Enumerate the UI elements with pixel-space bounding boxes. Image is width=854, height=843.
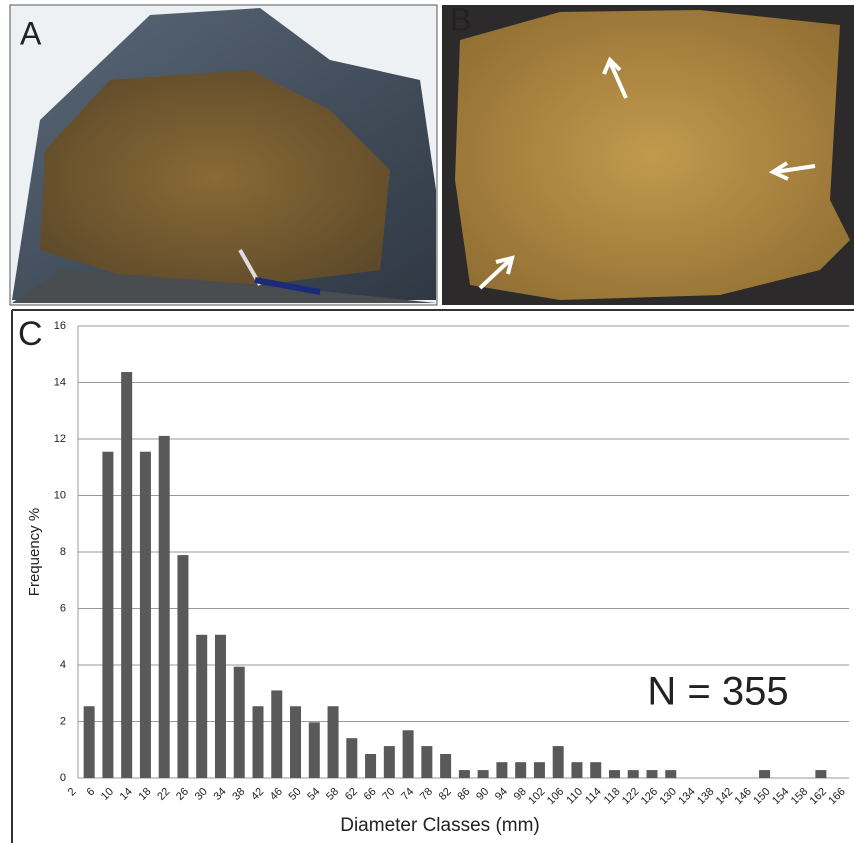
x-tick-label: 10: [99, 786, 116, 803]
x-tick-label: 66: [362, 786, 379, 803]
x-tick-label: 154: [770, 786, 791, 807]
panel-label: C: [18, 315, 43, 353]
x-axis-label: Diameter Classes (mm): [340, 815, 540, 836]
bar: [177, 555, 189, 778]
x-tick-label: 166: [826, 786, 847, 807]
x-tick-label: 150: [751, 786, 772, 807]
x-tick-label: 142: [714, 786, 735, 807]
y-tick-label: 0: [60, 772, 66, 784]
y-tick-label: 10: [54, 489, 66, 501]
y-tick-label: 14: [54, 376, 66, 388]
bar: [346, 738, 358, 778]
x-tick-label: 54: [305, 786, 322, 803]
x-tick-label: 138: [695, 786, 716, 807]
x-tick-label: 78: [418, 786, 435, 803]
panel-label: B: [450, 1, 471, 37]
x-tick-label: 134: [676, 786, 697, 807]
x-tick-label: 18: [136, 786, 153, 803]
bar: [121, 372, 133, 778]
x-tick-label: 158: [789, 786, 810, 807]
bar: [365, 753, 377, 778]
bar: [515, 762, 527, 778]
x-tick-label: 90: [474, 786, 491, 803]
bar: [590, 762, 602, 778]
bar: [665, 770, 677, 778]
bar: [627, 770, 639, 778]
bar: [102, 451, 114, 778]
bar: [290, 706, 302, 778]
bar: [196, 634, 208, 778]
x-tick-label: 2: [66, 786, 79, 799]
bar: [646, 770, 658, 778]
x-tick-label: 62: [343, 786, 360, 803]
x-tick-label: 30: [193, 786, 210, 803]
bar: [552, 746, 564, 778]
bar: [440, 753, 452, 778]
y-tick-label: 6: [60, 602, 66, 614]
photo-a: [9, 4, 438, 306]
y-tick-label: 2: [60, 715, 66, 727]
bar: [83, 706, 95, 778]
bar: [383, 746, 395, 778]
bar: [608, 770, 620, 778]
bar: [458, 770, 470, 778]
y-tick-label: 4: [60, 659, 66, 671]
x-tick-label: 74: [399, 786, 416, 803]
x-tick-label: 6: [85, 786, 98, 799]
bar: [233, 666, 245, 778]
bar: [533, 762, 545, 778]
bar: [158, 435, 170, 778]
x-tick-label: 106: [545, 786, 566, 807]
photo-b: [442, 5, 854, 305]
annotation: N = 355: [647, 670, 788, 714]
bar: [308, 722, 320, 778]
bar: [759, 770, 771, 778]
y-tick-label: 16: [54, 320, 66, 332]
bar: [252, 706, 264, 778]
x-tick-label: 58: [324, 786, 341, 803]
x-tick-label: 98: [512, 786, 529, 803]
x-tick-label: 114: [583, 786, 604, 807]
x-tick-label: 38: [230, 786, 247, 803]
x-tick-label: 162: [808, 786, 829, 807]
x-tick-label: 102: [526, 786, 547, 807]
x-tick-label: 110: [564, 786, 585, 807]
bar: [402, 730, 414, 778]
x-tick-label: 146: [733, 786, 754, 807]
x-tick-label: 94: [493, 786, 510, 803]
bar: [139, 451, 151, 778]
x-tick-label: 34: [212, 786, 229, 803]
bar: [477, 770, 489, 778]
x-tick-label: 50: [287, 786, 304, 803]
y-tick-label: 8: [60, 546, 66, 558]
x-tick-label: 118: [602, 786, 623, 807]
bar: [327, 706, 339, 778]
y-tick-label: 12: [54, 433, 66, 445]
x-tick-label: 70: [380, 786, 397, 803]
x-tick-label: 126: [639, 786, 660, 807]
bar: [271, 690, 283, 778]
x-tick-label: 46: [268, 786, 285, 803]
x-tick-label: 26: [174, 786, 191, 803]
x-tick-label: 122: [620, 786, 641, 807]
x-tick-label: 42: [249, 786, 266, 803]
panel-label: A: [20, 15, 42, 51]
bar: [214, 634, 226, 778]
bar: [815, 770, 827, 778]
y-axis-label: Frequency %: [26, 508, 43, 596]
x-tick-label: 130: [657, 786, 678, 807]
x-tick-label: 22: [155, 786, 172, 803]
bar: [496, 762, 508, 778]
x-tick-label: 82: [437, 786, 454, 803]
bar: [571, 762, 583, 778]
bar: [421, 746, 433, 778]
x-tick-label: 14: [118, 786, 135, 803]
x-tick-label: 86: [455, 786, 472, 803]
